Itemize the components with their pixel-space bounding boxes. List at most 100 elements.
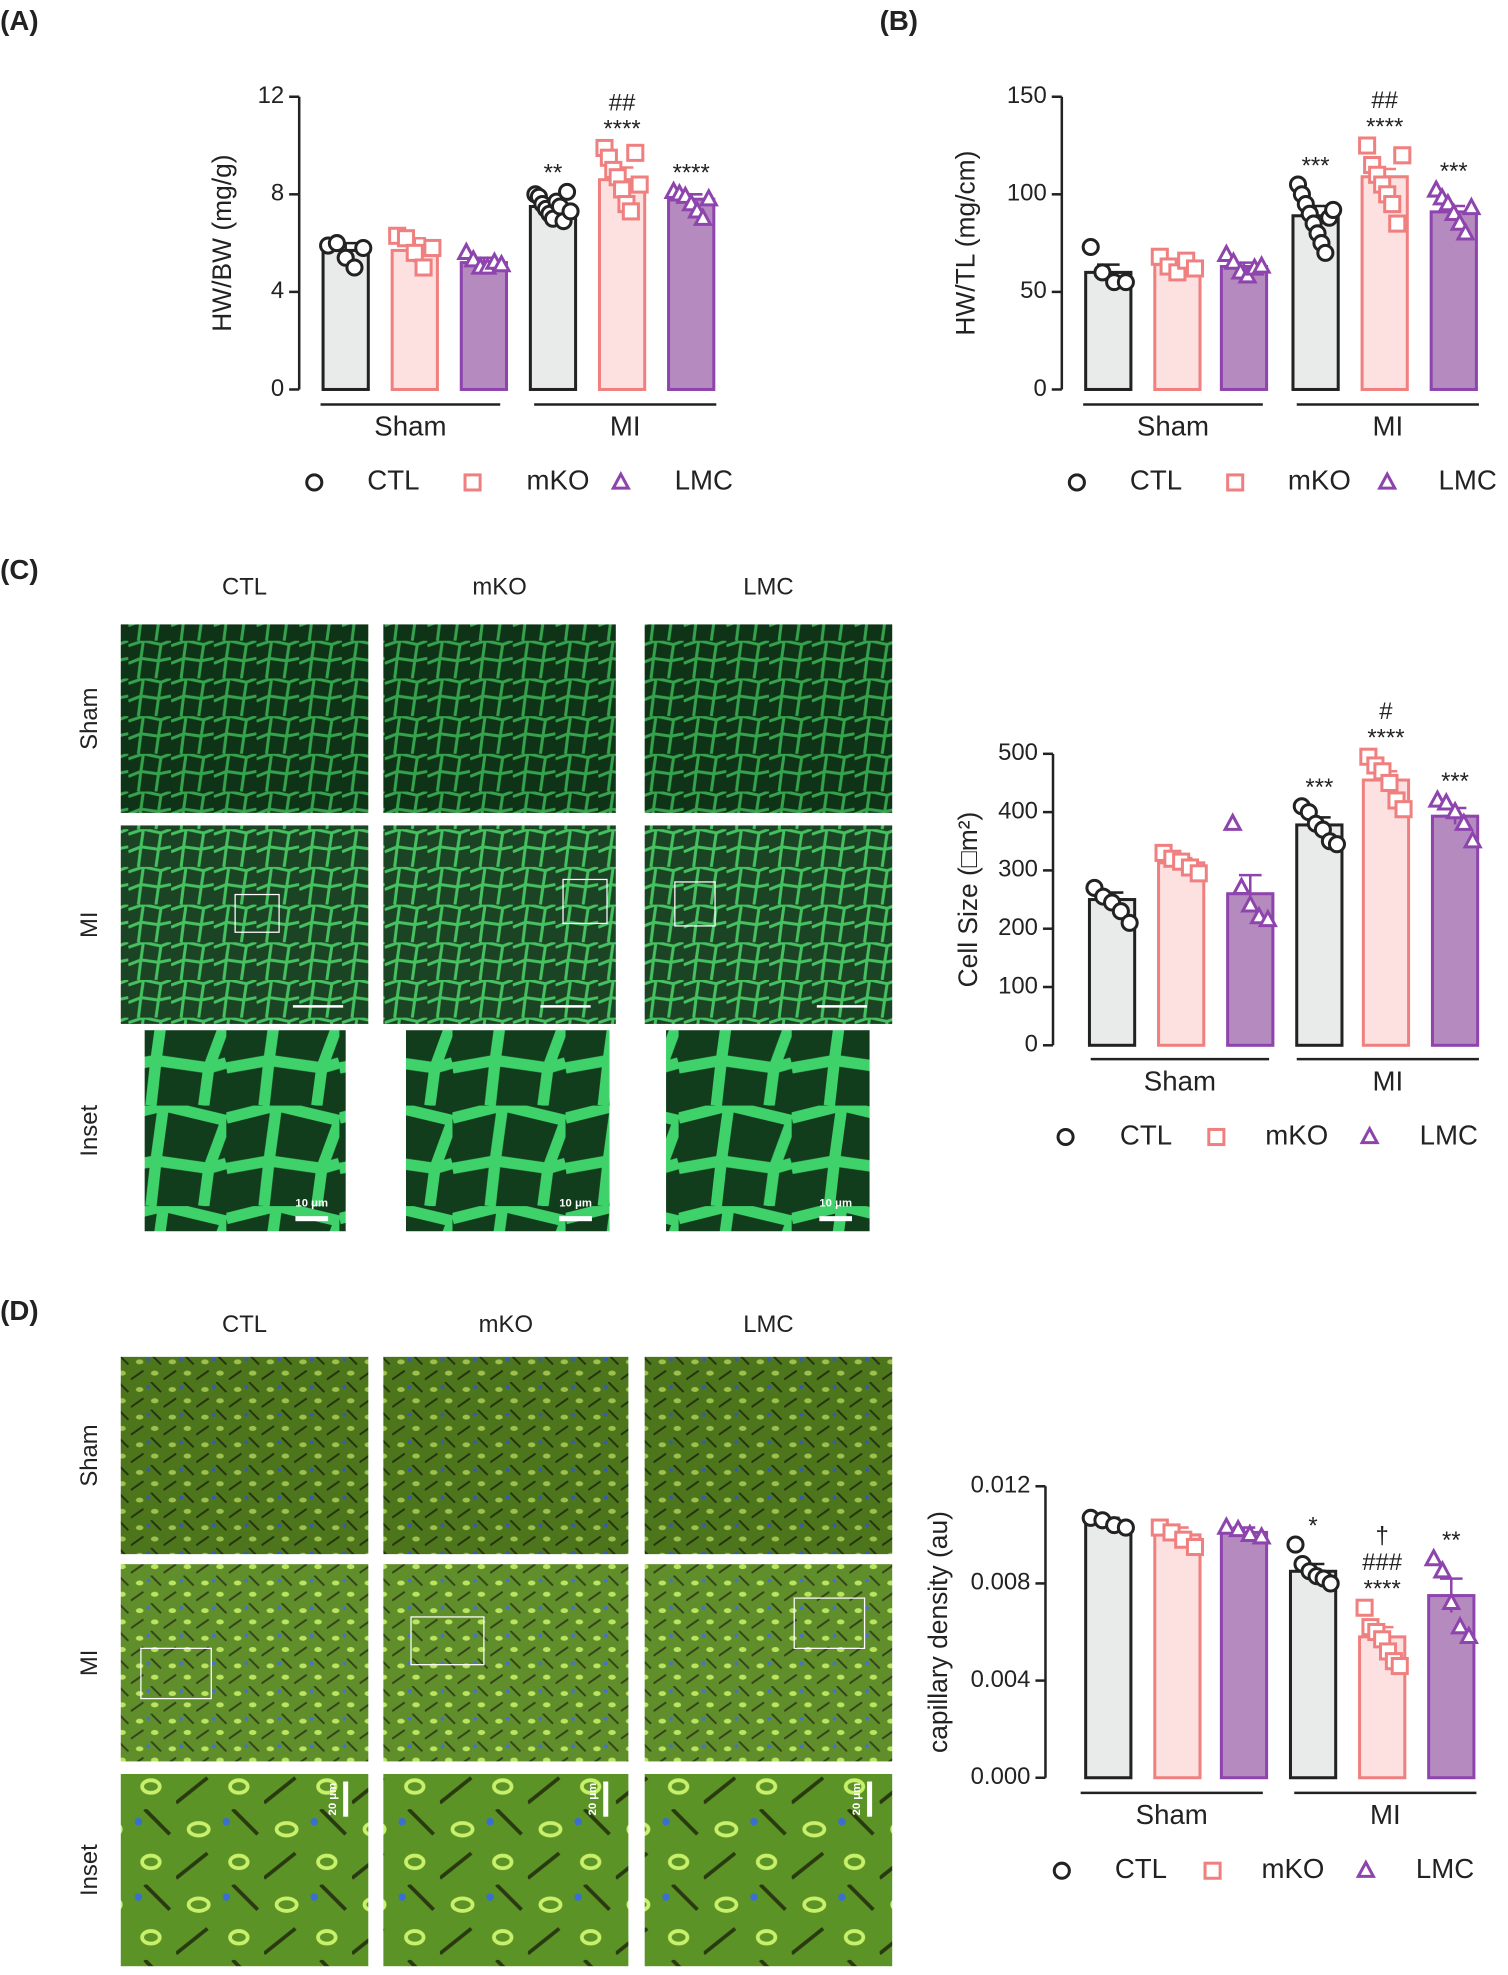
data-point xyxy=(1251,255,1272,274)
inset-box xyxy=(674,881,716,927)
y-tick-label: 300 xyxy=(998,856,1038,883)
data-point xyxy=(423,238,442,258)
scale-bar xyxy=(343,1781,349,1817)
scale-label: 20 μm xyxy=(587,1783,599,1816)
legend-marker xyxy=(463,473,482,492)
significance-label: *** xyxy=(1302,152,1330,179)
micrograph-shade xyxy=(120,1564,369,1762)
scale-label: 10 μm xyxy=(819,1198,852,1210)
legend-label: LMC xyxy=(1420,1119,1478,1150)
legend-label: CTL xyxy=(1130,465,1182,496)
group-label: Sham xyxy=(374,411,446,442)
data-point xyxy=(1116,1518,1135,1537)
data-point xyxy=(1223,251,1244,270)
inset-micrograph xyxy=(383,1773,629,1967)
data-point xyxy=(1185,259,1205,278)
y-tick-label: 0.012 xyxy=(971,1472,1031,1499)
legend-label: mKO xyxy=(1288,465,1351,496)
legend-marker xyxy=(1359,1125,1380,1145)
data-point xyxy=(1355,1598,1374,1617)
legend-label: mKO xyxy=(1265,1119,1328,1150)
legend-marker xyxy=(1377,470,1398,490)
bar xyxy=(1288,1569,1338,1780)
legend-label: LMC xyxy=(1416,1853,1474,1884)
data-point xyxy=(1380,773,1399,793)
significance-label: ## xyxy=(609,89,636,116)
y-tick-label: 4 xyxy=(271,277,284,304)
scale-bar xyxy=(867,1781,873,1817)
data-point xyxy=(354,238,373,258)
legend-marker xyxy=(305,473,324,492)
micrograph-shade xyxy=(644,825,893,1024)
micrograph xyxy=(383,624,616,813)
inset-micrograph xyxy=(666,1030,870,1232)
row-label: MI xyxy=(76,911,103,938)
bar xyxy=(1429,210,1478,391)
data-point xyxy=(1383,195,1402,214)
legend-label: CTL xyxy=(367,465,419,496)
inset-micrograph xyxy=(144,1030,346,1232)
group-label: MI xyxy=(1372,411,1403,442)
legend-marker xyxy=(1052,1861,1071,1880)
y-tick-label: 500 xyxy=(998,739,1038,766)
data-point xyxy=(1455,221,1476,241)
data-point xyxy=(1216,243,1237,262)
micrograph xyxy=(120,1356,369,1555)
y-tick-label: 12 xyxy=(258,82,285,109)
group-label: Sham xyxy=(1144,1065,1216,1096)
bar xyxy=(528,205,578,391)
micrograph-shade xyxy=(644,1564,893,1762)
data-point xyxy=(1228,1518,1249,1538)
panel-label: (C) xyxy=(0,554,38,585)
legend-label: CTL xyxy=(1120,1119,1172,1150)
scale-bar xyxy=(295,1216,329,1222)
significance-label: **** xyxy=(1364,1575,1401,1602)
data-point xyxy=(1327,835,1346,854)
data-point xyxy=(692,207,713,226)
data-point xyxy=(1189,864,1208,883)
significance-label: *** xyxy=(1440,158,1468,185)
data-point xyxy=(345,258,364,277)
data-point xyxy=(613,180,632,199)
data-point xyxy=(1444,800,1466,820)
data-point xyxy=(1321,1574,1340,1593)
data-point xyxy=(1286,1535,1305,1554)
legend-marker xyxy=(1203,1861,1222,1880)
bar xyxy=(1430,814,1480,1047)
legend-marker xyxy=(1067,473,1086,492)
data-point xyxy=(1437,192,1458,212)
row-label: Sham xyxy=(76,687,103,749)
y-tick-label: 400 xyxy=(998,797,1038,824)
row-label: Sham xyxy=(76,1424,103,1486)
data-point xyxy=(1461,196,1482,216)
row-label: Inset xyxy=(76,1104,103,1156)
column-label: LMC xyxy=(743,1311,793,1338)
data-point xyxy=(1093,263,1112,282)
significance-label: ** xyxy=(1442,1527,1461,1554)
bar xyxy=(1157,861,1206,1047)
bar xyxy=(1219,1530,1269,1780)
bar xyxy=(667,197,716,391)
data-point xyxy=(1216,1516,1237,1535)
row-label: MI xyxy=(76,1650,103,1677)
inset-micrograph xyxy=(644,1773,893,1967)
group-label: Sham xyxy=(1136,1799,1208,1830)
inset-box xyxy=(793,1597,866,1649)
data-point xyxy=(1257,908,1278,928)
data-point xyxy=(1462,829,1483,849)
significance-label: † xyxy=(1376,1523,1389,1550)
scale-label: 20 μm xyxy=(851,1783,863,1816)
data-point xyxy=(621,202,640,221)
inset-micrograph xyxy=(405,1030,610,1232)
column-label: LMC xyxy=(743,573,793,600)
data-point xyxy=(1450,1615,1471,1635)
data-point xyxy=(1432,1559,1453,1579)
bar xyxy=(1084,1521,1133,1780)
significance-label: **** xyxy=(1366,113,1403,140)
inset-box xyxy=(410,1616,485,1666)
bar xyxy=(1295,823,1344,1047)
y-tick-label: 0 xyxy=(1025,1031,1038,1058)
y-tick-label: 0.000 xyxy=(971,1763,1031,1790)
data-point xyxy=(1239,1523,1260,1543)
y-tick-label: 150 xyxy=(1007,82,1047,109)
